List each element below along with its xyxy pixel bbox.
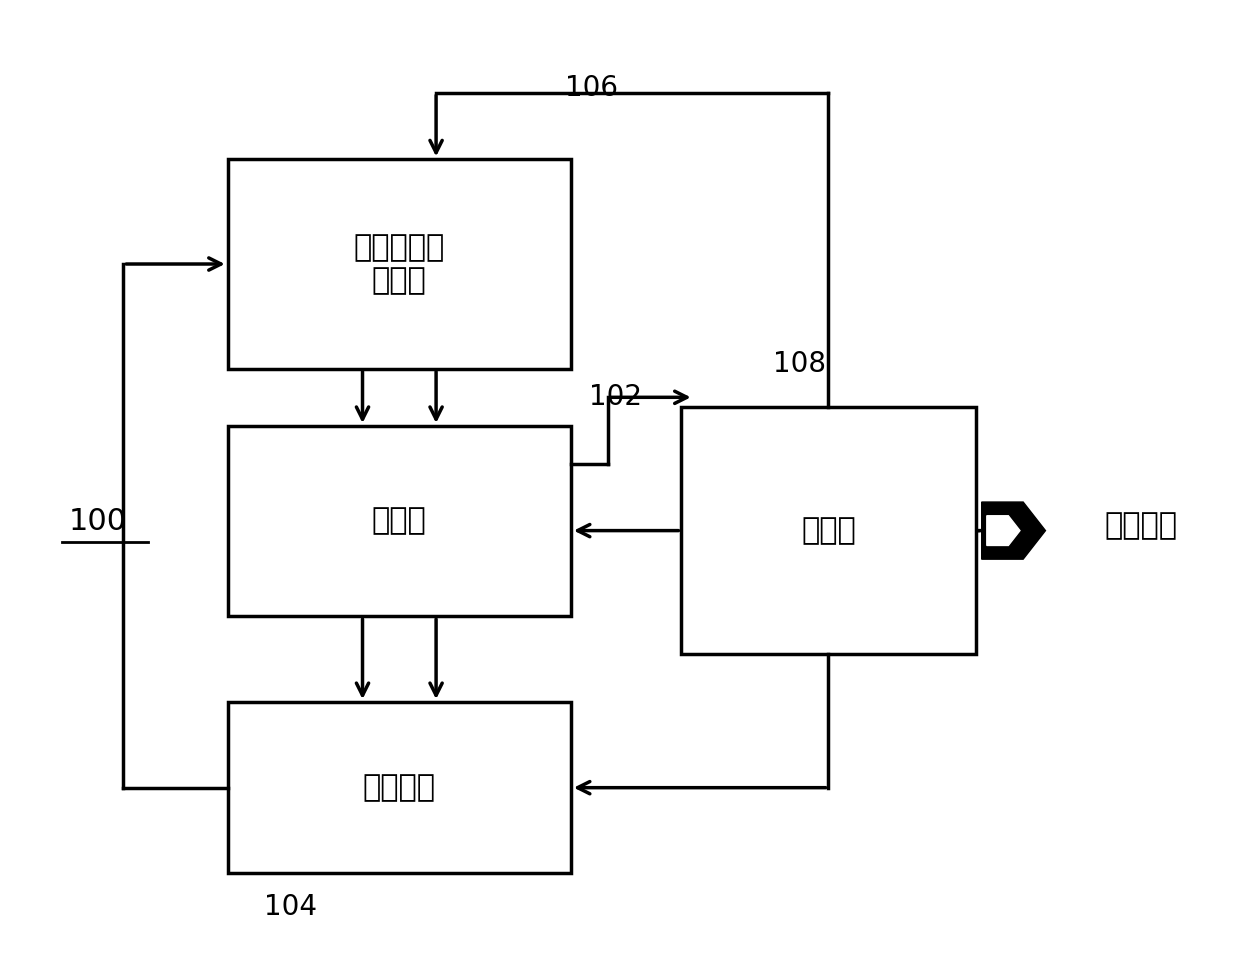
Bar [228, 159, 570, 369]
Text: 校准信号: 校准信号 [1105, 511, 1177, 540]
Text: 104: 104 [264, 893, 317, 921]
Text: 106: 106 [565, 73, 618, 101]
Text: 校准电流产
生模块: 校准电流产 生模块 [353, 233, 445, 296]
Text: 比较器: 比较器 [372, 506, 427, 535]
Text: 100: 100 [68, 506, 126, 535]
Text: 108: 108 [774, 350, 826, 378]
Polygon shape [982, 502, 1045, 559]
Polygon shape [987, 516, 1021, 546]
Text: 状态机: 状态机 [801, 516, 856, 545]
Bar [681, 407, 976, 654]
Text: 判断模块: 判断模块 [363, 773, 435, 802]
Text: 102: 102 [589, 384, 642, 412]
Bar [228, 426, 570, 616]
Bar [228, 702, 570, 873]
